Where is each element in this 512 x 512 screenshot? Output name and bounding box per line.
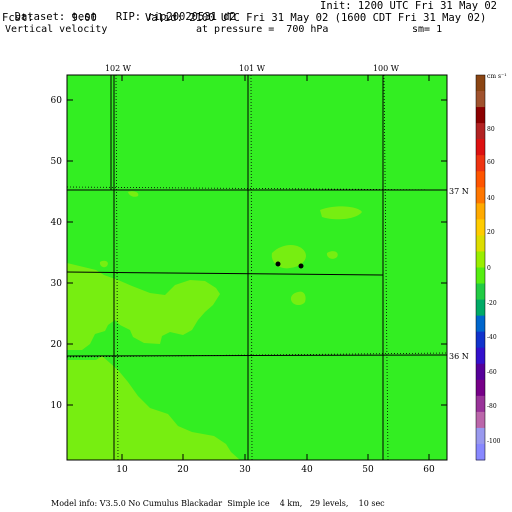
x-tick-label: 50 <box>362 465 374 475</box>
colorbar-unit: cm s⁻¹ <box>487 73 507 80</box>
colorbar-label: 20 <box>487 229 495 236</box>
velocity-patch-center-north <box>271 245 306 269</box>
colorbar-label: -80 <box>487 403 497 410</box>
colorbar-swatch <box>476 363 485 381</box>
lon-label-102: 102 W <box>105 64 132 73</box>
velocity-patch-west <box>67 263 220 350</box>
station-dot <box>298 263 304 269</box>
colorbar <box>475 74 486 461</box>
lat-label-36: 36 N <box>449 352 469 361</box>
station-dot <box>275 261 281 267</box>
colorbar-swatch <box>476 283 485 301</box>
colorbar-label: 60 <box>487 159 495 166</box>
x-tick-label: 10 <box>116 465 128 475</box>
x-tick-labels: 10 20 30 40 50 60 <box>116 465 435 475</box>
velocity-patch-small <box>99 260 108 268</box>
y-tick-labels: 10 20 30 40 50 60 <box>51 96 63 411</box>
lon-label-100: 100 W <box>373 64 400 73</box>
rip-name: RIP: rip20020531 <box>115 10 217 23</box>
latitude-labels: 37 N 36 N <box>449 187 469 361</box>
forecast-time: Fcst: 9.00 <box>2 13 97 24</box>
longitude-labels: 102 W 101 W 100 W <box>105 64 400 73</box>
colorbar-swatch <box>476 251 485 268</box>
model-info: Model info: V3.5.0 No Cumulus Blackadar … <box>51 499 385 508</box>
init-time: Init: 1200 UTC Fri 31 May 02 <box>320 0 498 12</box>
colorbar-label: -60 <box>487 369 497 376</box>
colorbar-labels: 80 60 40 20 0 -20 -40 -60 -80 -100 <box>487 126 501 445</box>
y-tick-label: 10 <box>51 401 63 411</box>
colorbar-swatch <box>476 107 485 124</box>
colorbar-label: -20 <box>487 300 497 307</box>
colorbar-swatch <box>476 267 485 285</box>
colorbar-swatch <box>476 139 485 156</box>
colorbar-swatch <box>476 235 485 252</box>
pressure-level: at pressure = 700 hPa <box>196 24 329 35</box>
tick-marks <box>67 75 447 460</box>
dataset-name: Dataset: test <box>14 10 97 23</box>
lat-line-36 <box>66 352 448 358</box>
lon-line-100 <box>383 74 389 461</box>
lat-line-37 <box>66 186 448 191</box>
colorbar-swatch <box>476 299 485 317</box>
colorbar-swatch <box>476 395 485 413</box>
colorbar-swatch <box>476 315 485 333</box>
x-tick-label: 40 <box>301 465 313 475</box>
velocity-patch-tiny <box>128 191 139 197</box>
colorbar-swatch <box>476 347 485 365</box>
dataset-label: Dataset: test RIP: rip20020531 d2 <box>2 1 236 22</box>
y-tick-label: 20 <box>51 340 63 350</box>
y-tick-label: 30 <box>51 279 63 289</box>
colorbar-swatch <box>476 331 485 349</box>
velocity-patch-southwest <box>67 356 240 460</box>
velocity-patch-center <box>290 291 306 305</box>
colorbar-swatch <box>476 379 485 397</box>
valid-time: Valid: 2100 UTC Fri 31 May 02 (1600 CDT … <box>145 12 487 24</box>
latlon-grid <box>66 74 448 461</box>
x-tick-label: 20 <box>177 465 189 475</box>
smoothing-label: sm= 1 <box>412 24 443 35</box>
velocity-patch-north <box>320 206 362 220</box>
colorbar-swatch <box>476 219 485 236</box>
y-tick-label: 50 <box>51 157 63 167</box>
lon-line-101 <box>250 74 253 461</box>
colorbar-swatch <box>476 203 485 220</box>
x-tick-label: 60 <box>423 465 435 475</box>
colorbar-swatch <box>476 427 485 445</box>
x-tick-label: 30 <box>239 465 251 475</box>
velocity-patch-east <box>326 251 338 259</box>
colorbar-label: 80 <box>487 126 495 133</box>
state-boundaries <box>66 75 448 460</box>
colorbar-swatch <box>476 91 485 108</box>
colorbar-frame <box>475 74 486 461</box>
y-tick-label: 60 <box>51 96 63 106</box>
colorbar-swatch <box>476 411 485 429</box>
lat-label-37: 37 N <box>449 187 469 196</box>
colorbar-label: -40 <box>487 334 497 341</box>
velocity-patches <box>67 191 362 460</box>
colorbar-label: 0 <box>487 265 491 272</box>
colorbar-swatch <box>476 171 485 188</box>
colorbar-label: -100 <box>487 438 501 445</box>
field-name: Vertical velocity <box>5 24 108 35</box>
colorbar-swatch <box>476 443 485 461</box>
lon-label-101: 101 W <box>239 64 266 73</box>
colorbar-swatch <box>476 75 485 92</box>
domain-name: d2 <box>223 10 236 23</box>
y-tick-label: 40 <box>51 218 63 228</box>
colorbar-label: 40 <box>487 195 495 202</box>
colorbar-swatch <box>476 155 485 172</box>
fcst-label: Fcst: <box>2 12 34 24</box>
lon-line-102 <box>115 74 119 461</box>
colorbar-swatch <box>476 123 485 140</box>
plot-frame <box>66 74 448 461</box>
colorbar-swatch <box>476 187 485 204</box>
fcst-value: 9.00 <box>71 12 97 24</box>
